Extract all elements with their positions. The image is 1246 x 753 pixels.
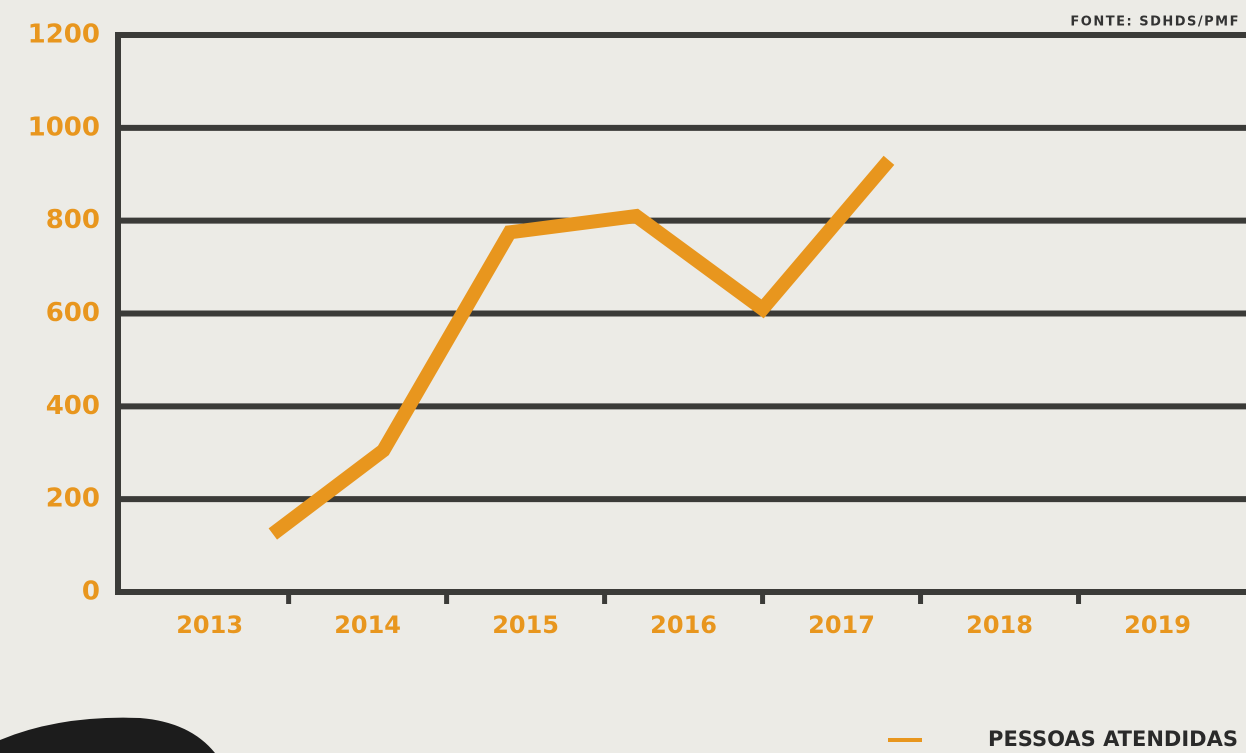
x-tick-label: 2013 [176,611,243,639]
x-tick-label: 2017 [808,611,875,639]
x-tick-label: 2015 [492,611,559,639]
data-line [268,155,895,540]
x-tick-label: 2019 [1124,611,1191,639]
x-tick-label: 2018 [966,611,1033,639]
y-tick-label: 400 [46,391,100,421]
y-tick-label: 0 [82,577,100,607]
y-tick-label: 1200 [28,20,100,50]
y-tick-label: 800 [46,205,100,235]
y-tick-label: 600 [46,298,100,328]
decoration-shape [0,717,215,753]
x-tick-label: 2014 [334,611,401,639]
y-tick-label: 1000 [28,112,100,142]
x-tick-label: 2016 [650,611,717,639]
y-tick-label: 200 [46,484,100,514]
legend-label: PESSOAS ATENDIDAS [988,727,1238,751]
source-note: FONTE: SDHDS/PMF [1070,15,1240,30]
